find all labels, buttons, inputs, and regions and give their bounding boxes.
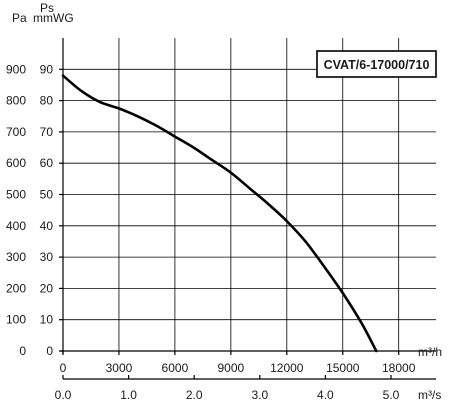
y-tick-label-pa: 800 [6, 94, 26, 108]
y-tick-label-mmwg: 20 [40, 281, 54, 295]
grid-lines [63, 38, 436, 351]
x-tick-label-m3s: 5.0 [383, 388, 400, 402]
y-tick-label-mmwg: 0 [46, 344, 53, 358]
model-label-frame [316, 50, 437, 78]
y-tick-label-pa: 700 [6, 125, 26, 139]
x-tick-label-m3h: 0 [60, 361, 67, 375]
x-axis-unit-m3h: m³/h [418, 345, 442, 359]
x-tick-label-m3s: 4.0 [317, 388, 334, 402]
x-tick-label-m3s: 3.0 [251, 388, 268, 402]
y-tick-label-pa: 200 [6, 281, 26, 295]
y-tick-label-mmwg: 60 [40, 156, 54, 170]
y-tick-label-pa: 600 [6, 156, 26, 170]
y-tick-label-mmwg: 30 [40, 250, 54, 264]
y-axis-label-mmwg: mmWG [33, 11, 74, 25]
y-tick-label-pa: 400 [6, 219, 26, 233]
y-tick-label-mmwg: 10 [40, 313, 54, 327]
tick-labels: 0100200300400500600700800900010203040506… [6, 62, 416, 402]
x-tick-label-m3h: 9000 [217, 361, 244, 375]
y-axis-label-pa: Pa [12, 11, 27, 25]
y-tick-label-mmwg: 50 [40, 188, 54, 202]
x-axis-unit-m3s: m³/s [418, 388, 441, 402]
y-tick-label-pa: 0 [19, 344, 26, 358]
chart-title: CVAT/6-17000/710 [324, 58, 430, 72]
y-tick-label-mmwg: 90 [40, 62, 54, 76]
x-tick-label-m3h: 18000 [382, 361, 416, 375]
x-tick-label-m3h: 6000 [162, 361, 189, 375]
y-tick-label-mmwg: 80 [40, 94, 54, 108]
x-tick-label-m3h: 3000 [106, 361, 133, 375]
x-tick-label-m3h: 12000 [270, 361, 304, 375]
y-tick-label-mmwg: 70 [40, 125, 54, 139]
y-tick-label-pa: 500 [6, 188, 26, 202]
x-tick-label-m3s: 2.0 [186, 388, 203, 402]
x-tick-label-m3s: 0.0 [55, 388, 72, 402]
y-tick-label-pa: 100 [6, 313, 26, 327]
model-label-box: CVAT/6-17000/710 [316, 50, 437, 78]
y-tick-label-pa: 300 [6, 250, 26, 264]
y-tick-label-mmwg: 40 [40, 219, 54, 233]
axes [59, 38, 436, 380]
fan-curve-line [61, 74, 378, 353]
series-layer [61, 74, 378, 353]
x-tick-label-m3h: 15000 [326, 361, 360, 375]
x-tick-label-m3s: 1.0 [120, 388, 137, 402]
y-tick-label-pa: 900 [6, 62, 26, 76]
y-axis-label-ps: Ps [40, 1, 54, 15]
